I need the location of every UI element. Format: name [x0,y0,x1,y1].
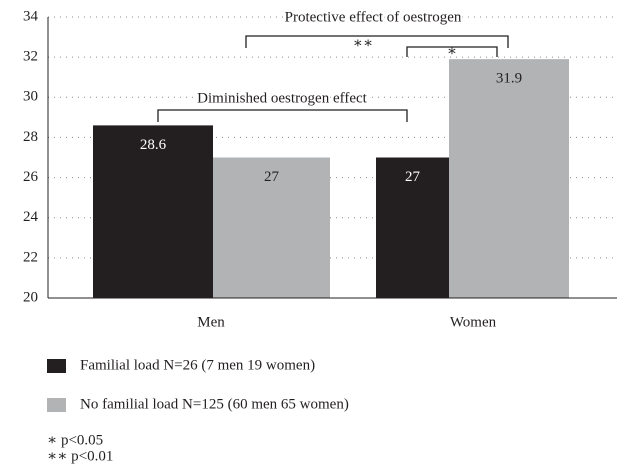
bar [376,157,449,298]
bar [213,157,330,298]
bracket [245,35,509,48]
y-tick-label: 32 [23,49,38,65]
legend-label: Familial load N=26 (7 men 19 women) [80,357,315,373]
brackets [157,35,509,122]
note: ∗ p<0.05 [47,432,103,448]
y-tick-label: 24 [23,209,39,225]
legend-label: No familial load N=125 (60 men 65 women) [80,396,349,412]
note: ∗∗ p<0.01 [47,448,113,464]
legend-swatch [47,398,66,412]
annotation: ∗∗ [353,35,373,51]
x-tick-label: Women [450,314,497,330]
bar [93,125,213,298]
bracket [157,109,408,122]
value-label: 28.6 [140,137,167,153]
legend-swatch [47,359,66,373]
value-label: 31.9 [496,71,522,87]
bracket [406,46,498,57]
y-tick-label: 22 [23,249,38,265]
y-tick-label: 30 [23,89,38,105]
bar [449,59,569,299]
value-label: 27 [264,169,280,185]
y-tick-label: 26 [23,169,39,185]
annotation: Diminished oestrogen effect [197,90,368,106]
annotation: ∗ [447,43,457,59]
y-tick-label: 34 [23,8,39,24]
value-label: 27 [405,169,421,185]
y-tick-label: 28 [23,129,38,145]
x-tick-label: Men [197,314,225,330]
annotation: Protective effect of oestrogen [285,9,462,25]
y-tick-label: 20 [23,289,38,305]
